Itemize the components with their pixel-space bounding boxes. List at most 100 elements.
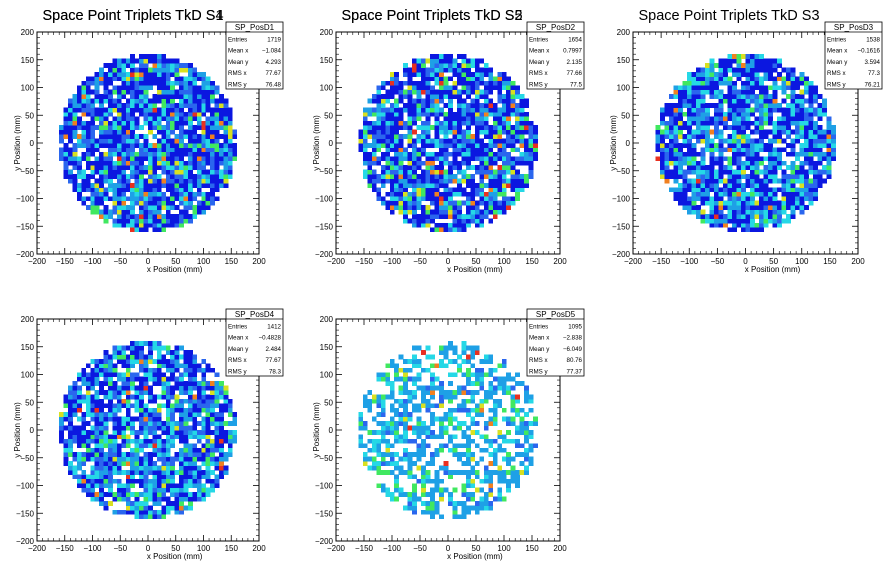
histogram-bin [85, 483, 91, 489]
histogram-bin [59, 134, 64, 139]
histogram-bins [59, 341, 238, 520]
histogram-bin [416, 200, 422, 206]
histogram-bin [130, 94, 136, 99]
histogram-bin [488, 218, 494, 224]
histogram-bin [421, 103, 426, 108]
histogram-bin [196, 165, 202, 170]
histogram-bin [412, 129, 417, 135]
histogram-bin [705, 71, 710, 77]
histogram-bin [403, 214, 409, 219]
histogram-bin [470, 182, 476, 188]
histogram-bin [759, 85, 764, 91]
histogram-bin [219, 474, 224, 480]
histogram-bin [817, 182, 823, 188]
histogram-bin [474, 205, 480, 210]
histogram-bin [501, 129, 507, 135]
histogram-bin [808, 147, 814, 153]
histogram-bin [488, 129, 494, 135]
histogram-bin [59, 156, 64, 162]
histogram-bin [506, 85, 512, 91]
histogram-bin [434, 182, 440, 188]
histogram-bin [156, 447, 162, 453]
histogram-bin [691, 80, 697, 86]
histogram-bin [687, 182, 692, 188]
histogram-bin [492, 182, 498, 188]
histogram-bin [148, 116, 153, 122]
histogram-bin [139, 178, 144, 184]
histogram-bin [483, 107, 489, 113]
histogram-bin [412, 178, 417, 184]
histogram-bin [421, 76, 426, 82]
histogram-bin [425, 165, 431, 170]
histogram-bin [443, 116, 449, 122]
histogram-bin [108, 143, 113, 148]
chart-title: Space Point Triplets TkD S1 [42, 8, 223, 24]
y-tick-label: −150 [16, 222, 35, 231]
histogram-bin [723, 98, 728, 104]
histogram-bin [165, 107, 171, 113]
histogram-bin [407, 94, 413, 99]
histogram-bin [148, 496, 153, 502]
histogram-bin [786, 111, 791, 117]
histogram-bin [664, 125, 670, 131]
histogram-bin [510, 143, 516, 148]
histogram-bin [660, 160, 665, 166]
histogram-bin [148, 129, 153, 135]
histogram-bin [448, 54, 453, 59]
histogram-bin [170, 469, 175, 475]
histogram-bin [510, 196, 516, 202]
histogram-bin [125, 367, 131, 373]
histogram-bin [121, 178, 127, 184]
histogram-bin [76, 138, 82, 144]
histogram-bin [210, 178, 215, 184]
histogram-bin [678, 182, 683, 188]
histogram-bin [358, 143, 364, 148]
histogram-bin [781, 147, 787, 153]
histogram-bin [799, 125, 805, 131]
histogram-bin [63, 412, 69, 418]
histogram-bin [394, 120, 400, 126]
histogram-bin [506, 196, 512, 202]
histogram-bin [223, 394, 229, 400]
histogram-bin [94, 452, 100, 457]
histogram-bin [700, 187, 706, 193]
histogram-bin [112, 345, 118, 351]
histogram-bin [822, 138, 827, 144]
histogram-bin [99, 421, 104, 426]
histogram-bin [81, 143, 87, 148]
histogram-bin [479, 80, 485, 86]
histogram-bin [72, 398, 78, 404]
histogram-bin [179, 381, 184, 386]
histogram-bin [799, 187, 805, 193]
histogram-bin [187, 363, 193, 369]
histogram-bin [768, 98, 773, 104]
histogram-bin [488, 85, 494, 91]
histogram-bin [99, 200, 104, 206]
histogram-bin [790, 94, 796, 99]
histogram-bin [398, 85, 404, 91]
histogram-bin [759, 178, 764, 184]
histogram-bin [139, 151, 144, 157]
histogram-bin [741, 89, 746, 95]
histogram-bin [817, 111, 823, 117]
histogram-bin [68, 434, 73, 440]
histogram-bin [174, 434, 180, 440]
histogram-bin [465, 174, 471, 179]
histogram-bin [781, 200, 787, 206]
histogram-bin [448, 111, 453, 117]
histogram-bin [799, 182, 805, 188]
histogram-bin [772, 67, 778, 73]
histogram-bin [510, 107, 516, 113]
histogram-bin [156, 165, 162, 170]
histogram-bin [148, 372, 153, 378]
histogram-bin [389, 76, 395, 82]
histogram-bin [421, 138, 426, 144]
histogram-bin [219, 151, 224, 157]
histogram-bin [709, 89, 715, 95]
histogram-bin [826, 120, 832, 126]
histogram-bin [696, 120, 701, 126]
histogram-bin [655, 156, 661, 162]
histogram-bin [763, 134, 769, 139]
histogram-bin [727, 111, 733, 117]
histogram-bin [112, 385, 118, 391]
